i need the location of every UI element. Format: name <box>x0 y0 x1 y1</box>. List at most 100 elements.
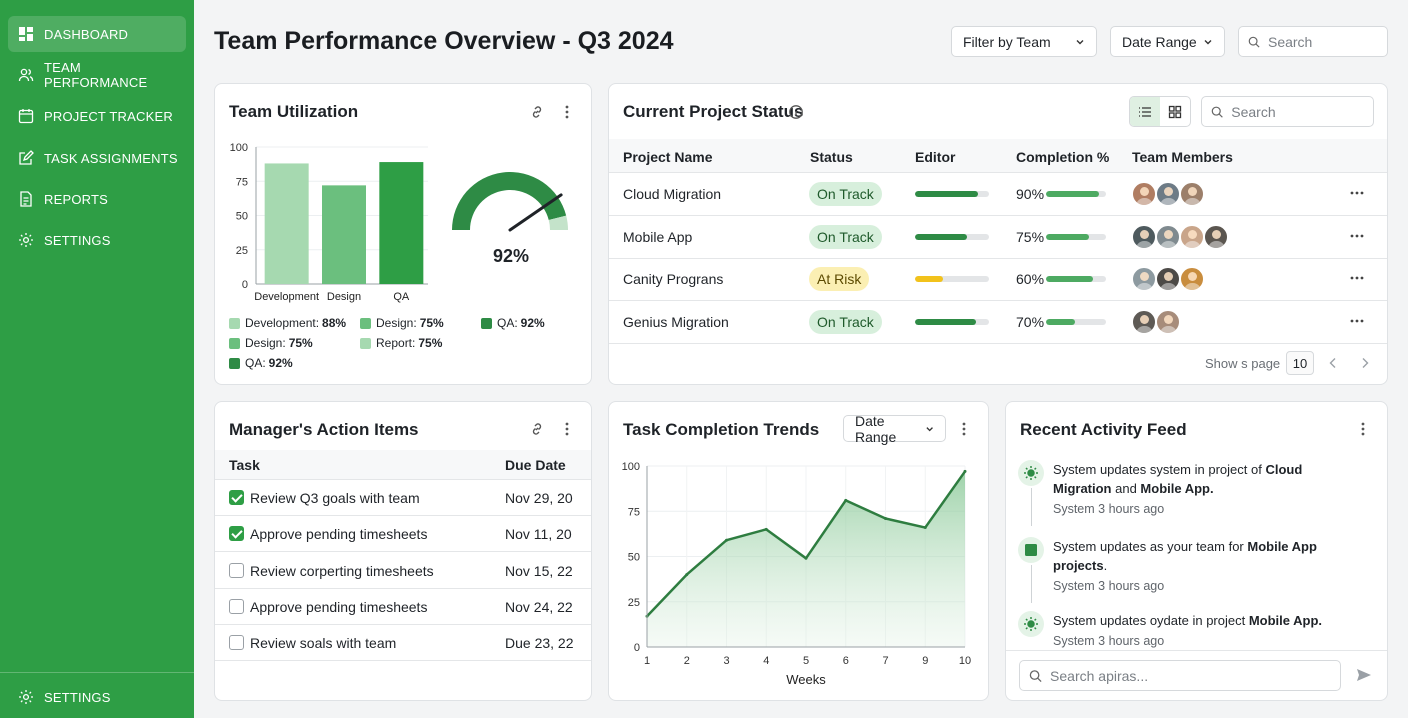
status-badge: On Track <box>809 182 882 206</box>
more-vertical-icon[interactable] <box>1353 419 1373 439</box>
project-search-input[interactable] <box>1231 103 1373 120</box>
legend-value: 75% <box>288 336 313 350</box>
data-point <box>725 538 728 542</box>
link-icon[interactable] <box>527 419 547 439</box>
filter-team-dropdown[interactable]: Filter by Team <box>951 26 1097 57</box>
avatar[interactable] <box>1203 223 1229 250</box>
avatar[interactable] <box>1131 308 1157 335</box>
grid-view-icon[interactable] <box>1160 97 1190 126</box>
avatar[interactable] <box>1155 308 1181 335</box>
x-tick-label: 7 <box>882 655 888 667</box>
activity-text-c: and <box>1111 481 1141 496</box>
sidebar-item-settings[interactable]: SETTINGS <box>8 222 186 258</box>
project-name: Canity Prograns <box>623 271 724 287</box>
sidebar-item-dashboard[interactable]: DASHBOARD <box>8 16 186 52</box>
avatar[interactable] <box>1155 223 1181 250</box>
sidebar-item-reports[interactable]: REPORTS <box>8 181 186 217</box>
avatar[interactable] <box>1131 266 1157 292</box>
more-horizontal-icon[interactable] <box>1349 270 1369 290</box>
avatar[interactable] <box>1179 266 1205 292</box>
project-name: Mobile App <box>623 228 693 245</box>
table-row[interactable]: Canity Prograns At Risk 60% <box>609 258 1387 301</box>
editor-progress-bar <box>915 233 989 240</box>
x-tick-label: 4 <box>763 655 769 667</box>
activity-time: System 3 hours ago <box>1053 502 1165 516</box>
more-horizontal-icon[interactable] <box>1349 185 1369 205</box>
table-row: Approve pending timesheets Nov 11, 20 <box>215 516 591 553</box>
chevron-right-icon[interactable] <box>1355 353 1375 373</box>
activity-search[interactable] <box>1019 660 1341 691</box>
card-title: Task Completion Trends <box>623 420 820 439</box>
sidebar-footer-label: SETTINGS <box>44 689 111 705</box>
task-checkbox[interactable] <box>229 635 244 651</box>
legend-item: Design: 75% <box>229 336 313 350</box>
header-search[interactable] <box>1238 26 1388 57</box>
table-row: Review Q3 goals with team Nov 29, 20 <box>215 480 591 516</box>
avatar[interactable] <box>1131 223 1157 250</box>
avatar[interactable] <box>1179 181 1205 207</box>
table-row: Review corperting timesheets Nov 15, 22 <box>215 553 591 589</box>
list-view-icon[interactable] <box>1130 97 1160 126</box>
x-tick-label: 1 <box>644 655 650 667</box>
x-tick-label: Design <box>327 291 361 303</box>
data-point <box>844 498 848 502</box>
sidebar-item-label: TEAM PERFORMANCE <box>44 60 148 90</box>
legend-item: QA: 92% <box>229 356 293 370</box>
editor-progress-fill <box>915 191 978 197</box>
chevron-left-icon[interactable] <box>1323 353 1343 373</box>
sidebar: DASHBOARD TEAM PERFORMANCE PROJECT TRACK… <box>0 0 194 718</box>
completion-progress-bar <box>1046 233 1106 240</box>
data-point <box>963 469 967 473</box>
y-tick-label: 0 <box>634 642 640 654</box>
sidebar-item-task-assignments[interactable]: TASK ASSIGNMENTS <box>8 140 186 176</box>
sidebar-item-project-tracker[interactable]: PROJECT TRACKER <box>8 98 186 134</box>
send-icon[interactable] <box>1354 665 1374 685</box>
task-label: Approve pending timesheets <box>250 598 428 615</box>
more-vertical-icon[interactable] <box>954 419 974 439</box>
task-label: Review corperting timesheets <box>250 562 434 579</box>
task-checkbox[interactable] <box>229 526 244 542</box>
trends-card: Task Completion Trends Date Range 100 75 5… <box>608 401 989 701</box>
table-row[interactable]: Genius Migration On Track 70% <box>609 301 1387 344</box>
x-tick-label: 6 <box>843 655 849 667</box>
task-checkbox[interactable] <box>229 490 244 505</box>
sun-icon <box>1018 611 1044 637</box>
task-checkbox[interactable] <box>229 562 244 578</box>
avatar[interactable] <box>1179 223 1205 250</box>
y-tick-label: 100 <box>622 461 640 473</box>
y-tick-label: 75 <box>236 176 248 188</box>
sidebar-item-label: SETTINGS <box>44 232 111 248</box>
activity-text-a: System updates oydate in project <box>1053 613 1249 628</box>
date-range-label: Date Range <box>1122 33 1197 50</box>
sidebar-item-team-performance[interactable]: TEAM PERFORMANCE <box>8 57 186 93</box>
header-search-input[interactable] <box>1267 33 1387 50</box>
info-icon[interactable] <box>786 102 806 122</box>
legend-swatch <box>229 357 240 369</box>
activity-search-input[interactable] <box>1050 667 1340 684</box>
due-date: Nov 15, 22 <box>505 562 573 579</box>
more-horizontal-icon[interactable] <box>1349 313 1369 333</box>
team-utilization-card: Team Utilization 100 75 50 25 0 Development De… <box>214 83 592 385</box>
avatar[interactable] <box>1155 266 1181 292</box>
link-icon[interactable] <box>527 102 547 122</box>
trends-date-range-dropdown[interactable]: Date Range <box>843 413 946 445</box>
data-point <box>884 516 887 520</box>
table-row[interactable]: Cloud Migration On Track 90% <box>609 173 1387 216</box>
table-row[interactable]: Mobile App On Track 75% <box>609 216 1387 259</box>
avatar[interactable] <box>1155 181 1181 207</box>
activity-text-a: System updates system in project of <box>1053 462 1266 477</box>
more-vertical-icon[interactable] <box>557 102 577 122</box>
legend-value: 92% <box>268 356 293 370</box>
date-range-dropdown[interactable]: Date Range <box>1110 26 1225 57</box>
more-horizontal-icon[interactable] <box>1349 228 1369 248</box>
sidebar-footer-settings[interactable]: SETTINGS <box>8 679 186 715</box>
more-vertical-icon[interactable] <box>557 419 577 439</box>
avatar[interactable] <box>1131 181 1157 207</box>
task-checkbox[interactable] <box>229 598 244 614</box>
page-size-select[interactable]: 10 <box>1286 351 1314 375</box>
activity-text-d: Mobile App. <box>1140 481 1214 496</box>
col-task: Task <box>229 457 260 473</box>
project-table-header: Project Name Status Editor Completion % … <box>609 139 1387 173</box>
data-point <box>923 526 927 530</box>
project-search[interactable] <box>1201 96 1374 127</box>
